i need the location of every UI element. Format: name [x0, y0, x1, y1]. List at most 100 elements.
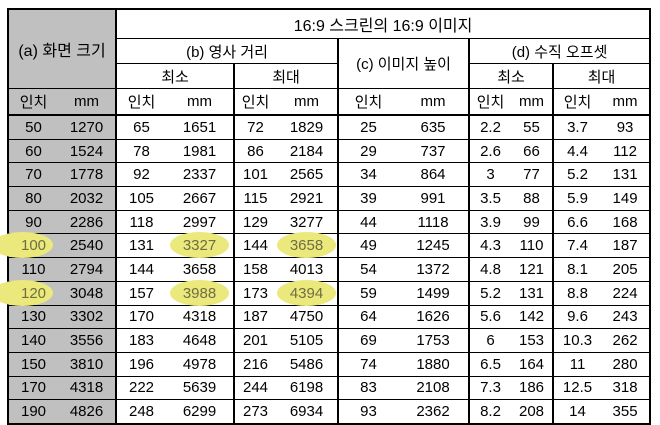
table-row: 130 3302 170 4318 187 4750 64 1626 5.6 142 9.6 243 — [8, 304, 651, 329]
col-header-projection-distance: (b) 영사 거리 — [115, 38, 339, 64]
cell-value: 110 — [21, 260, 46, 278]
cell-value: 3.7 — [567, 118, 588, 136]
cell-value: 3.9 — [480, 213, 501, 231]
cell-value: 105 — [129, 189, 155, 207]
cell-value: 2032 — [69, 189, 104, 207]
highlighted-value: 100 — [0, 232, 54, 259]
cell-value: 7.4 — [567, 237, 588, 255]
cell-value: 170 — [129, 308, 155, 326]
cell-value: 4648 — [182, 332, 217, 350]
value-cell: 121 — [511, 257, 554, 282]
cell-value: 66 — [523, 142, 540, 160]
value-cell: 72 — [233, 114, 277, 140]
projection-distance-table: (a) 화면 크기 16:9 스크린의 16:9 이미지 (b) 영사 거리 (… — [0, 8, 652, 425]
value-cell: 173 — [233, 280, 277, 305]
unit-header-inch: 인치 — [552, 88, 602, 116]
screen-size-cell: 4826 — [58, 399, 117, 424]
value-cell: 187 — [601, 233, 651, 258]
cell-value: 1524 — [69, 142, 104, 160]
cell-value: 131 — [519, 284, 545, 302]
cell-value: 1270 — [69, 118, 104, 136]
cell-value: 5639 — [182, 379, 217, 397]
value-cell: 86 — [233, 138, 277, 163]
cell-value: 168 — [612, 213, 638, 231]
screen-size-cell: 90 — [8, 209, 58, 234]
value-cell: 186 — [511, 375, 554, 400]
table-row: 70 1778 92 2337 101 2565 34 864 3 77 5.2 131 — [8, 162, 651, 187]
value-cell: 65 — [115, 114, 167, 140]
cell-value: 34 — [360, 166, 377, 184]
cell-value: 88 — [523, 189, 540, 207]
value-cell: 59 — [337, 280, 399, 305]
value-cell: 8.2 — [468, 399, 512, 424]
cell-value: 187 — [243, 308, 269, 326]
cell-value: 205 — [612, 260, 638, 278]
value-cell: 34 — [337, 162, 399, 187]
value-cell: 112 — [601, 138, 651, 163]
cell-value: 39 — [360, 189, 377, 207]
cell-value: 77 — [523, 166, 540, 184]
value-cell: 5.2 — [468, 280, 512, 305]
highlighted-value: 3988 — [169, 279, 230, 306]
value-cell: 2362 — [398, 399, 470, 424]
cell-value: 4978 — [182, 355, 217, 373]
value-cell: 2184 — [276, 138, 339, 163]
cell-value: 2286 — [69, 213, 104, 231]
cell-value: 2362 — [416, 403, 450, 421]
value-cell: 2921 — [276, 186, 339, 211]
value-cell: 144 — [233, 233, 277, 258]
value-cell: 129 — [233, 209, 277, 234]
cell-value: 196 — [129, 355, 155, 373]
value-cell: 2337 — [166, 162, 235, 187]
unit-header-inch: 인치 — [468, 88, 512, 116]
cell-value: 187 — [612, 237, 638, 255]
screen-size-cell: 3810 — [58, 351, 117, 377]
value-cell: 222 — [115, 375, 167, 400]
value-cell: 4.3 — [468, 233, 512, 258]
cell-value: 3302 — [69, 308, 104, 326]
unit-header-inch: 인치 — [8, 88, 58, 116]
col-header-distance-max: 최대 — [233, 63, 339, 89]
value-cell: 144 — [115, 257, 167, 282]
cell-value: 25 — [360, 118, 377, 136]
table-body: 50 1270 65 1651 72 1829 25 635 2.2 55 3.7 93 60 1524 7… — [0, 114, 651, 424]
cell-value: 80 — [25, 189, 42, 207]
value-cell: 44 — [337, 209, 399, 234]
screen-size-cell: 70 — [8, 162, 58, 187]
cell-value: 1372 — [416, 260, 450, 278]
value-cell: 3327 — [166, 232, 235, 259]
value-cell: 158 — [233, 257, 277, 282]
header-row-title: (a) 화면 크기 16:9 스크린의 16:9 이미지 — [8, 9, 651, 89]
cell-value: 92 — [133, 166, 150, 184]
cell-value: 69 — [360, 332, 377, 350]
value-cell: 201 — [233, 328, 277, 353]
table-row: 120 3048 157 3988 173 4394 59 1499 5.2 131 8.8 224 — [0, 279, 651, 306]
cell-value: 144 — [129, 260, 155, 278]
value-cell: 4978 — [166, 351, 235, 377]
value-cell: 8.8 — [552, 280, 602, 305]
screen-size-cell: 110 — [8, 257, 58, 282]
value-cell: 6299 — [166, 399, 235, 424]
table-row: 100 2540 131 3327 144 3658 49 1245 4.3 110 7.4 187 — [0, 232, 651, 259]
cell-value: 6299 — [182, 403, 217, 421]
cell-value: 737 — [420, 142, 446, 160]
unit-header-mm: mm — [601, 88, 651, 116]
value-cell: 5486 — [276, 351, 339, 377]
screen-size-cell: 50 — [8, 114, 58, 140]
header-row-groups: (b) 영사 거리 (c) 이미지 높이 (d) 수직 오프셋 — [8, 38, 651, 89]
cell-value: 6934 — [289, 403, 324, 421]
cell-value: 140 — [20, 332, 47, 350]
unit-header-mm: mm — [276, 88, 339, 116]
cell-value: 72 — [247, 118, 264, 136]
cell-value: 244 — [243, 379, 269, 397]
value-cell: 243 — [601, 304, 651, 329]
cell-value: 2337 — [182, 166, 217, 184]
value-cell: 244 — [233, 375, 277, 400]
value-cell: 4394 — [276, 279, 339, 306]
value-cell: 6.5 — [468, 351, 512, 377]
cell-value: 2184 — [289, 142, 324, 160]
value-cell: 118 — [115, 209, 167, 234]
value-cell: 2667 — [166, 186, 235, 211]
cell-value: 101 — [243, 166, 269, 184]
cell-value: 112 — [613, 142, 637, 160]
